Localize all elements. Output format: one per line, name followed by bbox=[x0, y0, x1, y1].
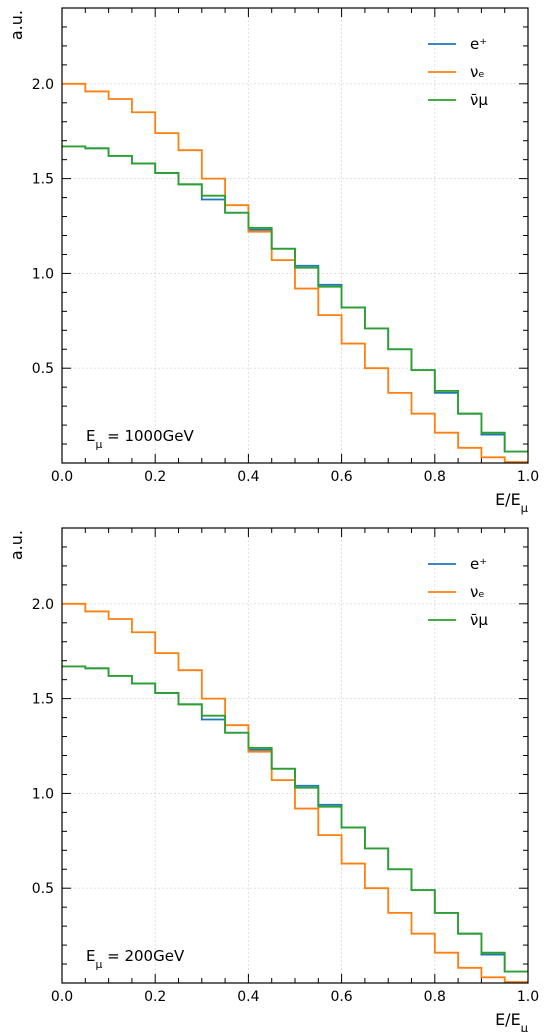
y-tick-label: 1.0 bbox=[32, 266, 54, 282]
y-tick-label: 1.5 bbox=[32, 692, 54, 708]
series-line-3 bbox=[62, 665, 528, 973]
x-tick-label: 1.0 bbox=[517, 989, 539, 1005]
legend-label-1: e⁺ bbox=[470, 35, 487, 53]
legend-label-3: ν̄μ bbox=[470, 91, 488, 109]
y-axis-label: a.u. bbox=[7, 530, 26, 560]
x-tick-label: 0.2 bbox=[144, 469, 166, 485]
x-tick-label: 0.8 bbox=[424, 469, 446, 485]
y-tick-label: 0.5 bbox=[32, 361, 54, 377]
chart-panel-2: 0.0 0.2 0.4 0.6 0.8 1.0 0.5 1.0 1.5 2.0 E/Eμ a.u. e⁺… bbox=[7, 527, 539, 1032]
y-tick-label: 1.5 bbox=[32, 172, 54, 188]
series-line-2 bbox=[62, 82, 528, 463]
y-axis-label: a.u. bbox=[7, 10, 26, 40]
series-line-2 bbox=[62, 602, 528, 983]
x-tick-label: 0.4 bbox=[237, 989, 259, 1005]
x-tick-label: 0.6 bbox=[330, 469, 352, 485]
x-tick-label: 1.0 bbox=[517, 469, 539, 485]
plot-frame bbox=[61, 527, 529, 984]
series-line-3 bbox=[62, 145, 528, 453]
legend: e⁺ νₑ ν̄μ bbox=[428, 555, 488, 629]
legend-label-2: νₑ bbox=[470, 63, 485, 81]
legend-label-2: νₑ bbox=[470, 583, 485, 601]
x-tick-label: 0.0 bbox=[51, 989, 73, 1005]
x-tick-label: 0.0 bbox=[51, 469, 73, 485]
y-tick-label: 1.0 bbox=[32, 786, 54, 802]
x-tick-label: 0.8 bbox=[424, 989, 446, 1005]
x-tick-label: 0.6 bbox=[330, 989, 352, 1005]
energy-annotation: Eμ = 1000GeV bbox=[86, 427, 194, 451]
chart-panel-1: 0.0 0.2 0.4 0.6 0.8 1.0 0.5 1.0 1.5 2.0 E/Eμ a.u. e⁺… bbox=[7, 7, 539, 515]
energy-annotation: Eμ = 200GeV bbox=[86, 947, 185, 971]
x-tick-label: 0.4 bbox=[237, 469, 259, 485]
y-tick-label: 0.5 bbox=[32, 881, 54, 897]
plot-frame bbox=[61, 7, 529, 464]
x-axis-label: E/Eμ bbox=[495, 490, 529, 515]
y-tick-label: 2.0 bbox=[32, 597, 54, 613]
y-tick-label: 2.0 bbox=[32, 77, 54, 93]
legend-label-3: ν̄μ bbox=[470, 611, 488, 629]
x-tick-label: 0.2 bbox=[144, 989, 166, 1005]
x-axis-label: E/Eμ bbox=[495, 1010, 529, 1032]
legend-label-1: e⁺ bbox=[470, 555, 487, 573]
legend: e⁺ νₑ ν̄μ bbox=[428, 35, 488, 109]
